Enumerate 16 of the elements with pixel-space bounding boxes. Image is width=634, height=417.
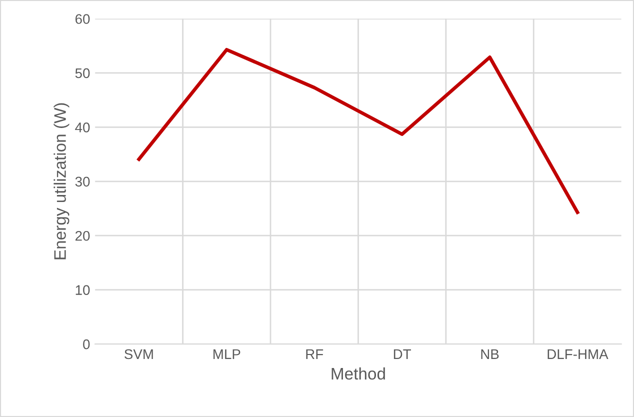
y-tick-label: 0 [83, 339, 90, 350]
x-tick-label: NB [481, 349, 499, 359]
x-tick-label: DLF-HMA [548, 349, 608, 359]
y-axis-title: Energy utilization (W) [54, 103, 70, 260]
x-tick-label: MLP [214, 349, 240, 359]
y-tick-label: 30 [75, 176, 90, 187]
y-tick-label: 60 [75, 14, 90, 24]
x-tick-label: RF [306, 349, 324, 359]
y-tick-label: 20 [75, 230, 90, 241]
x-axis-title: Method [332, 367, 385, 380]
line-series [137, 48, 580, 214]
y-tick-label: 40 [75, 122, 90, 132]
y-tick-label: 10 [76, 285, 90, 295]
x-tick-label: DT [394, 349, 411, 359]
y-tick-label: 50 [75, 68, 90, 78]
x-tick-label: SVM [124, 349, 153, 360]
